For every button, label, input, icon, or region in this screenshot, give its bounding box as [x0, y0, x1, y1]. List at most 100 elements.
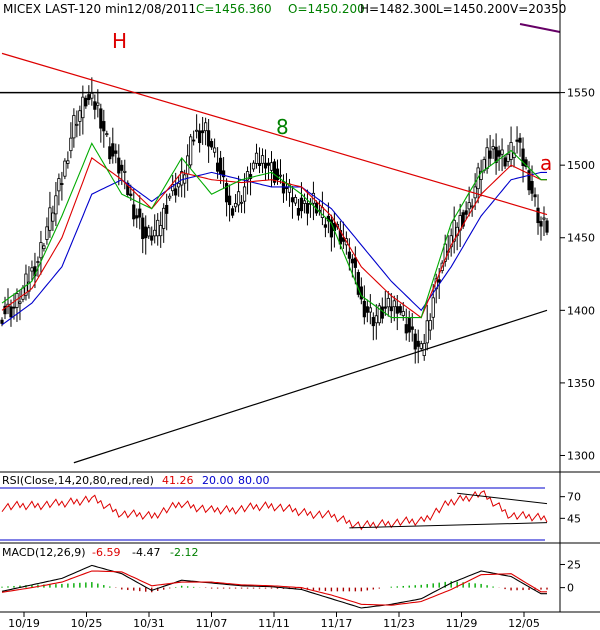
a-annotation: a: [540, 151, 552, 175]
candle-body: [524, 159, 528, 167]
candle-body: [416, 340, 420, 347]
candle-body: [159, 225, 163, 237]
candle-body: [147, 227, 151, 237]
candle-body: [230, 208, 235, 216]
candle-body: [210, 141, 214, 148]
candle-body: [290, 197, 295, 203]
rsi-tick-label: 45: [567, 512, 581, 525]
candle-body: [350, 258, 354, 264]
candle-body: [105, 133, 109, 136]
candle-body: [470, 205, 474, 208]
candle-body: [218, 157, 223, 175]
candle-body: [195, 129, 199, 132]
y-tick-label: 1550: [567, 87, 595, 100]
header-high: H=1482.300: [360, 2, 436, 16]
candle-body: [141, 217, 145, 240]
candle-body: [132, 204, 136, 220]
y-tick-label: 1500: [567, 159, 595, 172]
candle-body: [443, 243, 447, 262]
candle-body: [138, 208, 142, 218]
candle-body: [464, 210, 468, 215]
candle-body: [239, 201, 244, 204]
candle-body: [9, 306, 13, 318]
candle-body: [371, 317, 375, 327]
candle-body: [108, 146, 112, 160]
candle-body: [123, 170, 127, 173]
candle-body: [242, 186, 247, 202]
macd-tick-label: 0: [567, 582, 574, 595]
y-tick-label: 1400: [567, 304, 595, 317]
candle-body: [263, 162, 268, 169]
candle-body: [69, 137, 73, 152]
x-tick-label: 11/23: [383, 617, 415, 630]
candle-body: [174, 188, 178, 196]
head-annotation: H: [112, 29, 127, 53]
x-tick-label: 10/19: [8, 617, 40, 630]
macd-tick-label: 25: [567, 558, 581, 571]
candle-body: [156, 219, 160, 237]
candle-body: [72, 115, 76, 139]
candle-body: [491, 146, 495, 150]
candle-body: [150, 235, 154, 241]
ma-mid-line: [1, 157, 547, 319]
candle-body: [383, 306, 387, 309]
candle-body: [248, 174, 253, 179]
candle-body: [377, 305, 381, 324]
candle-body: [66, 160, 70, 164]
candle-body: [198, 130, 202, 144]
candle-body: [201, 130, 205, 134]
macd-value: -6.59: [92, 546, 120, 559]
eight-annotation: 8: [276, 115, 289, 139]
candle-body: [293, 196, 298, 204]
candle-body: [536, 207, 540, 224]
candle-body: [542, 217, 546, 220]
candle-body: [120, 164, 124, 171]
candle-body: [485, 147, 489, 169]
candle-body: [305, 203, 310, 214]
candle-body: [12, 306, 16, 309]
candle-body: [269, 162, 274, 171]
rsi-label: RSI(Close,14,20,80,red,red): [2, 474, 154, 487]
candle-body: [60, 183, 64, 185]
candle-body: [347, 251, 351, 259]
x-tick-label: 11/07: [196, 617, 228, 630]
macd-label: MACD(12,26,9): [2, 546, 86, 559]
candle-body: [93, 101, 97, 110]
candle-body: [437, 279, 441, 283]
x-tick-label: 12/05: [508, 617, 540, 630]
candle-body: [296, 208, 301, 216]
candle-body: [221, 170, 226, 178]
candle-body: [257, 162, 262, 166]
candle-body: [341, 237, 345, 242]
signal-line: [1, 570, 547, 606]
candle-body: [245, 171, 250, 181]
candle-body: [227, 195, 232, 206]
macd-panel: 25 0: [1, 558, 581, 609]
candle-body: [473, 186, 477, 199]
candle-body: [99, 108, 103, 129]
candle-body: [395, 306, 399, 314]
candle-body: [323, 224, 328, 228]
candle-body: [168, 195, 172, 199]
candle-body: [204, 122, 208, 132]
candle-body: [117, 157, 121, 174]
candle-body: [533, 194, 537, 198]
candle-body: [488, 150, 492, 159]
header-low: L=1450.200: [436, 2, 510, 16]
candle-body: [144, 226, 148, 239]
rsi-panel: 70 45: [0, 487, 581, 541]
rsi-title: RSI(Close,14,20,80,red,red) 41.26 20.00 …: [2, 474, 270, 487]
candle-body: [272, 161, 277, 183]
header-date: 12/08/2011: [127, 2, 196, 16]
candle-body: [299, 197, 304, 212]
candle-body: [114, 150, 118, 154]
header-title: MICEX LAST-120 min: [3, 2, 128, 16]
rsi-tick-label: 70: [567, 491, 581, 504]
candle-body: [425, 320, 429, 344]
candle-body: [362, 300, 366, 318]
rsi-resistance-trendline: [457, 492, 548, 505]
candle-body: [503, 157, 507, 167]
macd-line: [1, 564, 547, 609]
candle-body: [515, 139, 519, 142]
candle-body: [236, 191, 241, 206]
